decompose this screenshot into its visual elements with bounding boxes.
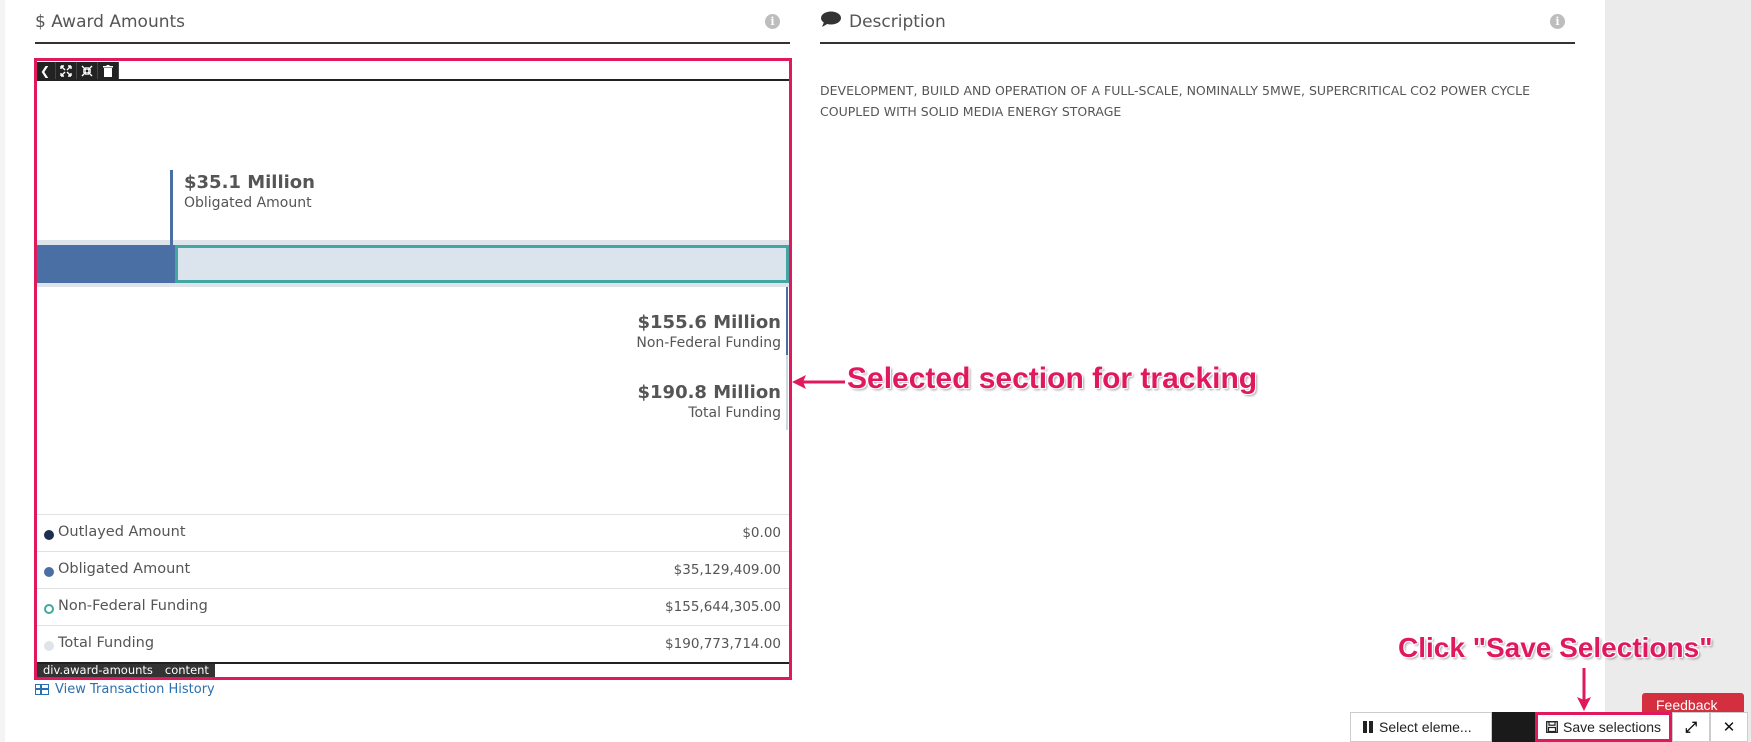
award-amounts-header: $ Award Amounts i [35,10,790,44]
arrow-down-icon [1577,668,1591,711]
arrow-left-icon [792,375,845,389]
obligated-bar[interactable] [37,245,175,283]
element-selector-tag: div.award-amounts content [37,664,215,677]
total-dot-icon [44,641,54,651]
description-title: Description [849,12,946,32]
legend-value: $190,773,714.00 [665,636,781,652]
total-marker-line [786,355,788,430]
total-caption: Total Funding [688,405,781,421]
view-history-label: View Transaction History [55,682,215,697]
pause-icon [1363,721,1373,733]
legend-name: Total Funding [58,635,155,651]
non-federal-caption: Non-Federal Funding [636,335,781,351]
save-selections-button[interactable]: Save selections [1535,712,1672,742]
award-legend-table: Outlayed Amount $0.00 Obligated Amount $… [37,514,789,662]
info-icon[interactable]: i [765,14,780,29]
click-save-annotation: Click "Save Selections" [1398,632,1713,663]
selected-section-annotation: Selected section for tracking [847,362,1258,395]
obligated-label: $35.1 Million Obligated Amount [184,172,315,211]
legend-row: Total Funding $190,773,714.00 [37,625,789,662]
legend-value: $0.00 [742,525,781,541]
non-federal-label: $155.6 Million Non-Federal Funding [636,312,781,351]
view-transaction-history-link[interactable]: View Transaction History [35,682,215,697]
total-amount: $190.8 Million [637,382,782,403]
selection-toolbar: ❮ [35,62,119,80]
non-federal-amount: $155.6 Million [637,312,782,333]
description-text: DEVELOPMENT, BUILD AND OPERATION OF A FU… [820,83,1531,119]
obligated-dot-icon [44,567,54,577]
obligated-amount: $35.1 Million [184,172,315,193]
select-elements-label: Select eleme... [1379,719,1472,735]
speech-bubble-icon [821,11,841,27]
expand-icon[interactable] [56,62,77,80]
selector-bottom-bar: Select eleme... Save selections ⤢ ✕ [1350,712,1748,742]
obligated-caption: Obligated Amount [184,195,312,211]
total-label: $190.8 Million Total Funding [638,382,782,421]
floppy-disk-icon [1546,721,1558,733]
outlayed-dot-icon [44,530,54,540]
legend-name: Obligated Amount [58,561,191,577]
legend-name: Non-Federal Funding [58,598,208,614]
collapse-icon[interactable] [77,62,98,80]
selected-section-highlight [34,58,792,680]
legend-name: Outlayed Amount [58,524,186,540]
selector-class-tag: div.award-amounts [37,664,159,677]
non-federal-ring-icon [44,604,54,614]
selection-top-border [37,79,789,81]
save-selections-label: Save selections [1563,719,1662,735]
right-gutter [1605,0,1751,742]
non-federal-bar[interactable] [175,245,789,283]
expand-window-icon[interactable]: ⤢ [1672,712,1710,742]
legend-value: $35,129,409.00 [673,562,781,578]
selection-bottom-border [37,662,789,664]
obligated-marker-line [170,170,173,245]
close-icon[interactable]: ✕ [1710,712,1748,742]
legend-row: Outlayed Amount $0.00 [37,514,789,551]
trash-icon[interactable] [98,62,119,80]
legend-value: $155,644,305.00 [665,599,781,615]
legend-row: Obligated Amount $35,129,409.00 [37,551,789,588]
non-federal-marker-line [786,287,788,355]
select-elements-button[interactable]: Select eleme... [1350,712,1492,742]
left-edge-strip [0,0,5,742]
selector-content-tag: content [158,664,215,677]
color-swatch[interactable] [1492,712,1535,742]
chevron-left-icon[interactable]: ❮ [35,62,56,80]
table-icon [35,684,49,695]
info-icon[interactable]: i [1550,14,1565,29]
description-header: Description i [820,10,1575,44]
award-amounts-title: $ Award Amounts [35,12,186,32]
legend-row: Non-Federal Funding $155,644,305.00 [37,588,789,625]
